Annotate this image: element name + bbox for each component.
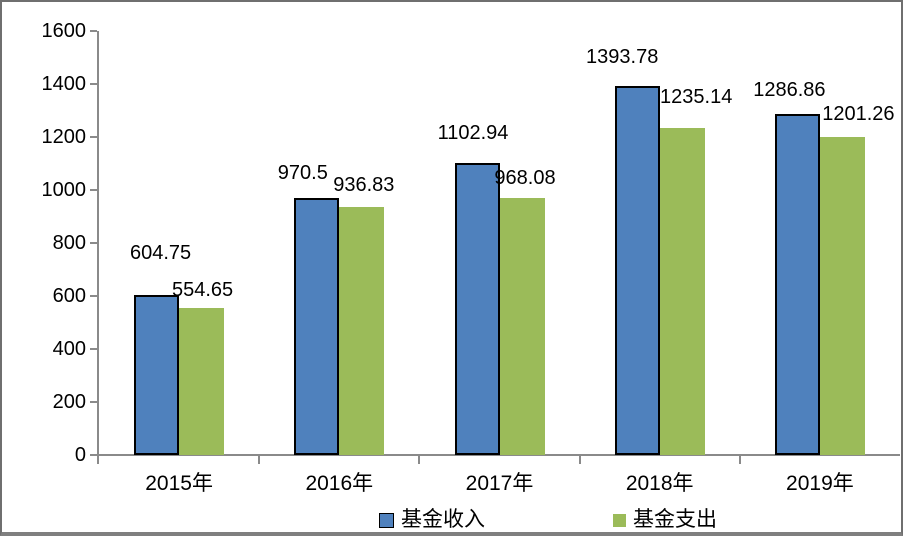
y-axis-tick (90, 295, 97, 297)
bar-value-label: 968.08 (494, 167, 556, 190)
bar-基金收入-2017年 (454, 162, 500, 455)
legend-label-fund-income: 基金收入 (401, 508, 485, 531)
bar-value-label: 1235.14 (660, 85, 733, 108)
y-tick-label: 1200 (41, 126, 87, 148)
y-axis-tick (90, 136, 97, 138)
legend-label-fund-expense: 基金支出 (633, 508, 717, 531)
y-tick-label: 1600 (41, 20, 87, 42)
bar-基金支出-2018年 (659, 127, 705, 455)
y-tick-label: 600 (52, 285, 86, 307)
legend-item-fund-income: 基金收入 (379, 507, 485, 532)
x-axis-line (97, 454, 900, 456)
x-axis-tick (738, 455, 741, 464)
x-category-label: 2019年 (786, 472, 854, 495)
bar-基金支出-2016年 (339, 206, 385, 455)
bar-基金收入-2016年 (294, 197, 340, 455)
legend-swatch-fund-income (379, 512, 394, 528)
bar-value-label: 936.83 (333, 173, 395, 196)
y-tick-label: 800 (52, 232, 86, 254)
y-axis-line (97, 31, 99, 464)
y-axis-tick (90, 83, 97, 85)
bar-基金收入-2018年 (614, 85, 660, 455)
y-axis-tick (90, 348, 97, 350)
y-tick-label: 400 (52, 338, 86, 360)
y-tick-label: 200 (52, 391, 86, 413)
y-tick-label: 0 (74, 444, 86, 466)
bar-value-label: 1201.26 (822, 102, 895, 125)
y-axis-tick (90, 401, 97, 403)
bar-基金支出-2015年 (179, 308, 225, 455)
bar-基金支出-2017年 (499, 198, 545, 455)
bar-value-label: 1286.86 (753, 78, 826, 101)
bar-value-label: 554.65 (172, 279, 234, 302)
bar-value-label: 970.5 (277, 161, 328, 184)
x-category-label: 2018年 (625, 472, 694, 495)
legend-swatch-fund-expense (613, 513, 626, 527)
y-axis-tick (90, 454, 97, 456)
y-tick-label: 1400 (41, 73, 87, 95)
x-category-label: 2016年 (305, 472, 374, 495)
x-axis-tick (418, 455, 421, 464)
bar-value-label: 1102.94 (437, 121, 509, 144)
legend-item-fund-expense: 基金支出 (613, 507, 717, 532)
y-axis-tick (90, 189, 97, 191)
bar-基金收入-2019年 (774, 113, 820, 455)
x-category-label: 2015年 (145, 472, 213, 495)
bar-基金支出-2019年 (819, 136, 865, 455)
bar-value-label: 604.75 (130, 241, 192, 264)
bar-基金收入-2015年 (134, 294, 180, 455)
y-tick-label: 1000 (41, 179, 87, 201)
y-axis-tick (90, 242, 97, 244)
x-axis-tick (258, 455, 261, 464)
x-category-label: 2017年 (465, 472, 534, 495)
bar-value-label: 1393.78 (586, 45, 659, 68)
y-axis-tick (90, 30, 97, 32)
x-axis-tick (578, 455, 581, 464)
